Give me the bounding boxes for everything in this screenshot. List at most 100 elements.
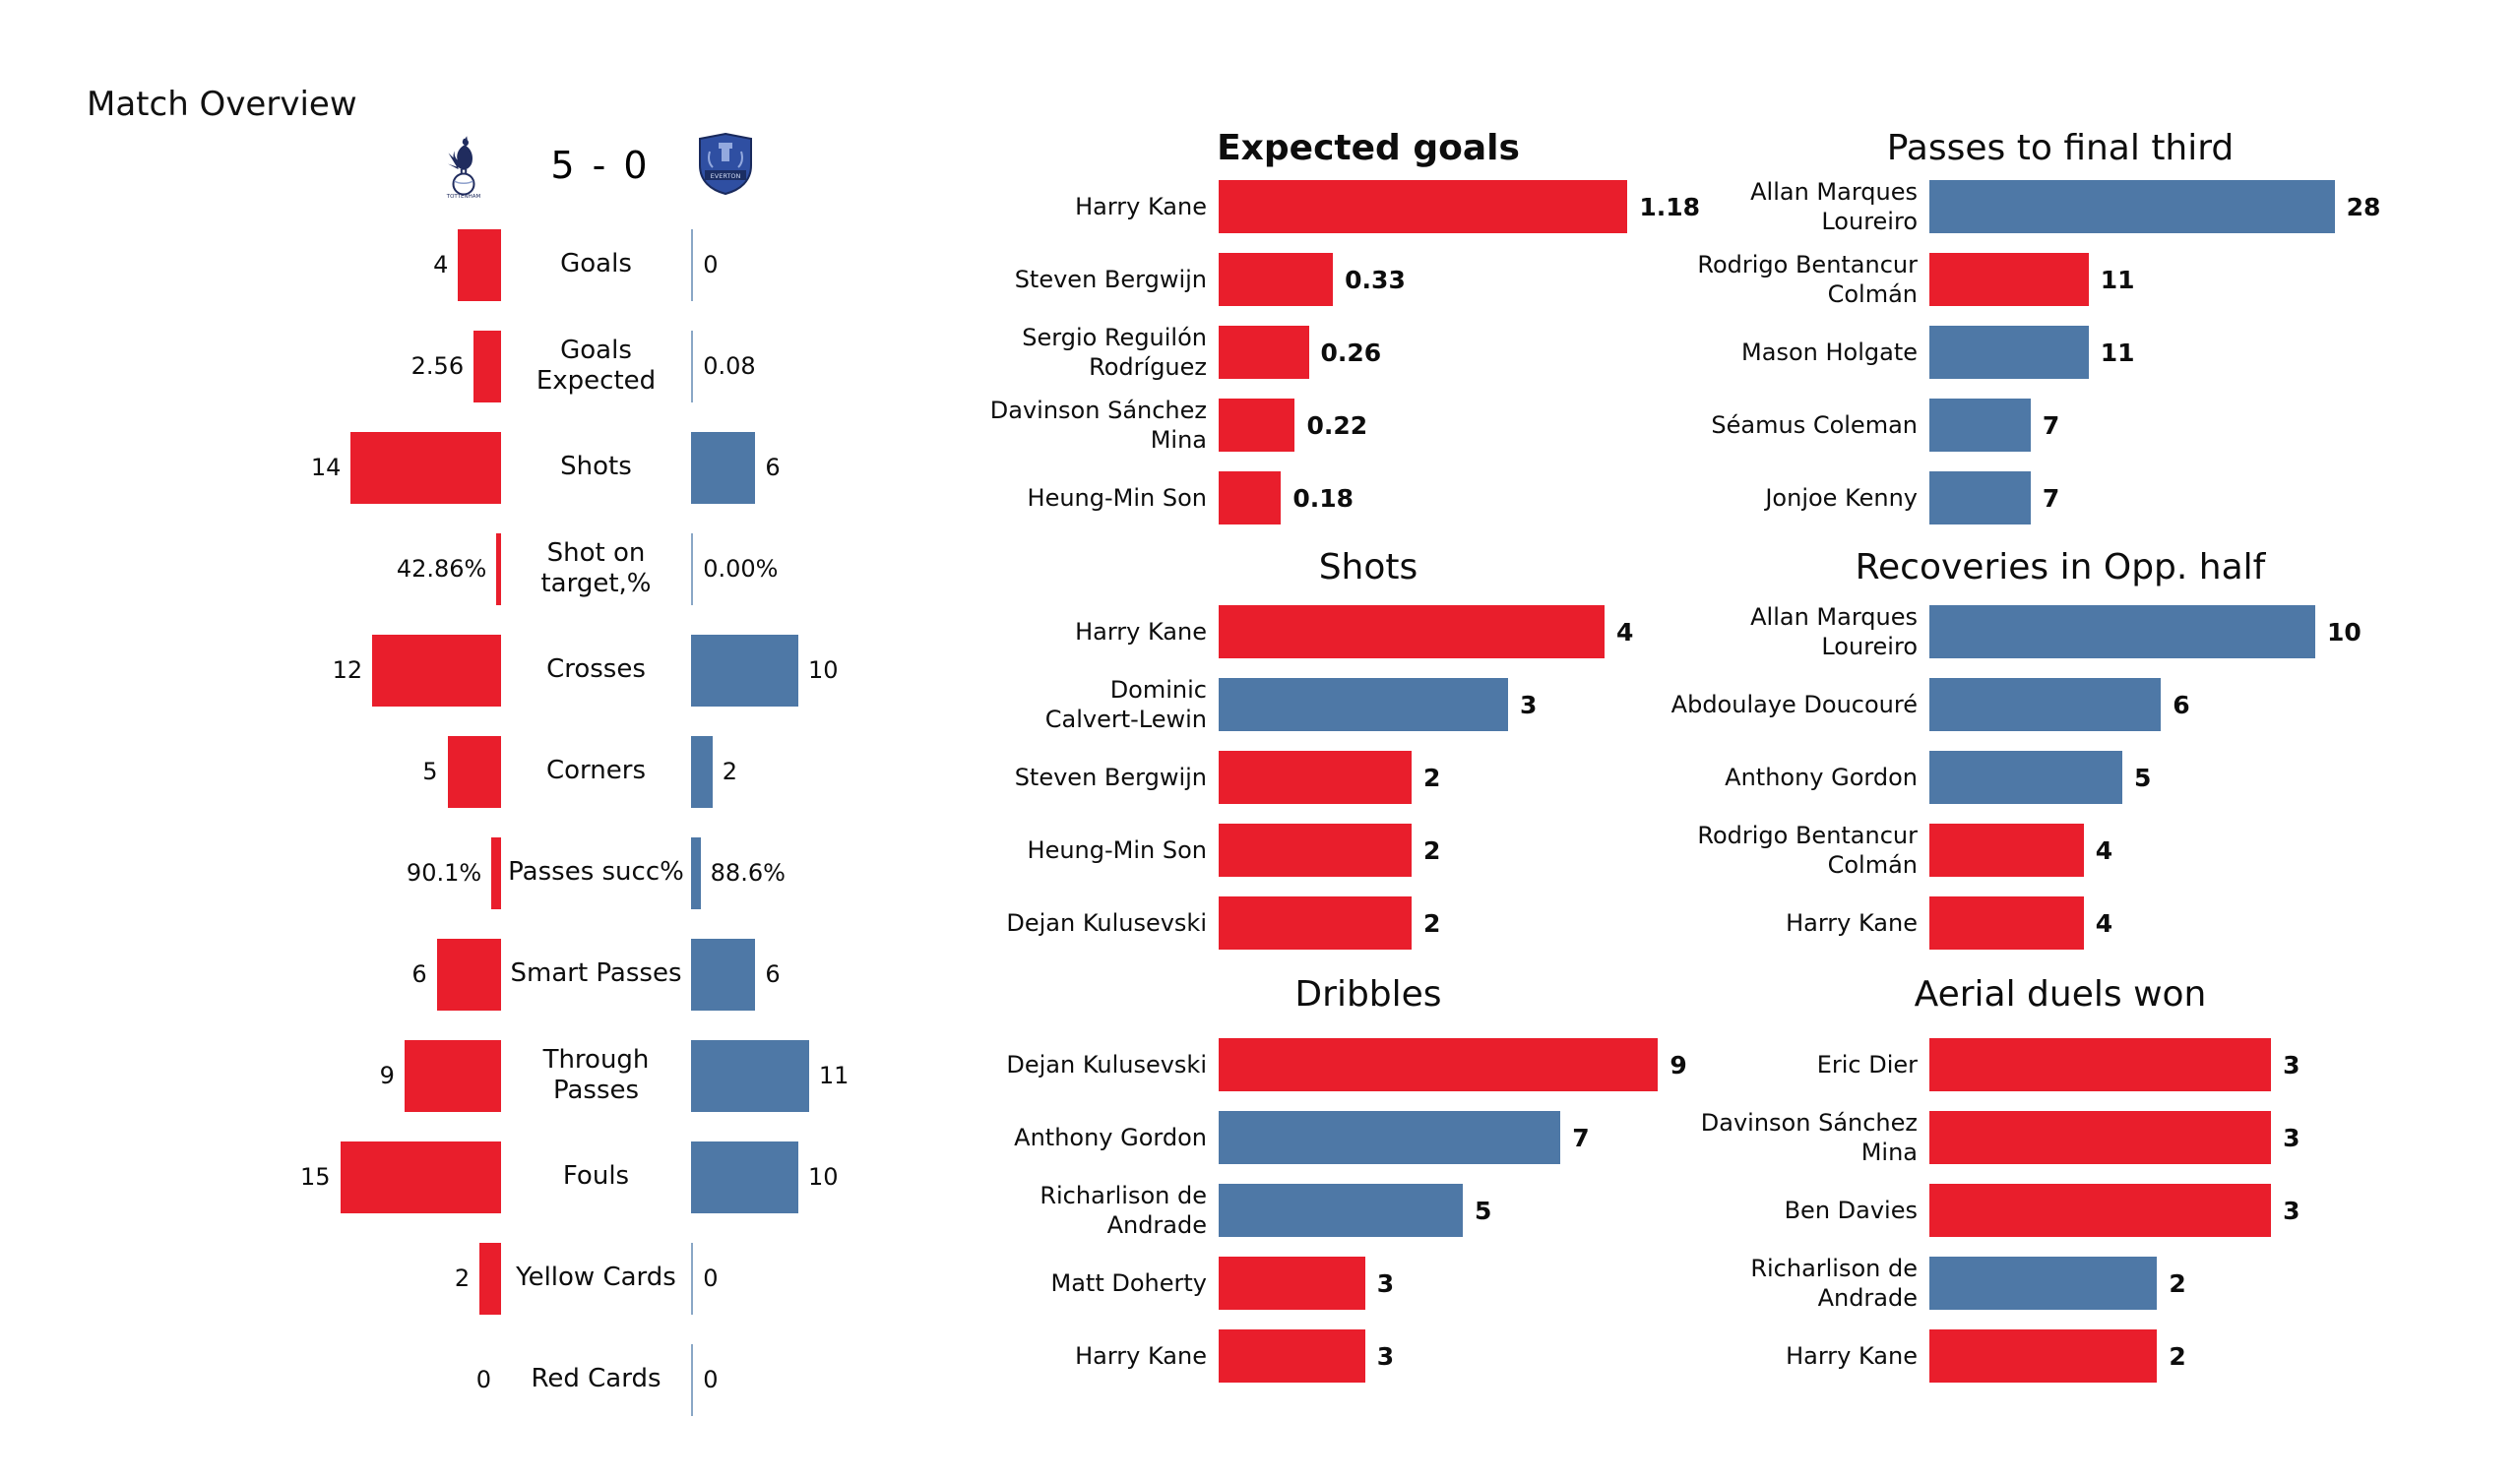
player-bar	[1929, 1184, 2272, 1237]
overview-home-bar	[447, 735, 501, 808]
overview-away-bar	[691, 634, 798, 707]
player-bar	[1219, 678, 1508, 731]
player-bar	[1929, 896, 2084, 950]
player-bar	[1219, 471, 1282, 524]
player-label: Richarlison de Andrade	[1750, 1255, 1918, 1312]
overview-home-value: 42.86%	[396, 555, 487, 583]
overview-home-bar	[473, 330, 501, 402]
player-bar	[1219, 399, 1295, 452]
player-label: Richarlison de Andrade	[1040, 1182, 1207, 1239]
overview-away-value: 6	[765, 960, 781, 988]
player-bar	[1929, 326, 2089, 379]
svg-text:EVERTON: EVERTON	[711, 172, 741, 180]
player-bar	[1219, 896, 1412, 950]
overview-away-bar	[691, 1242, 694, 1315]
player-bar	[1219, 326, 1309, 379]
player-label: Allan Marques Loureiro	[1750, 178, 1918, 235]
overview-away-bar	[691, 735, 713, 808]
player-label: Heung-Min Son	[1027, 836, 1207, 864]
overview-home-value: 0	[475, 1366, 491, 1393]
player-bar	[1929, 605, 2315, 658]
bar-value-label: 28	[2346, 192, 2381, 221]
bar-value-label: 5	[1475, 1196, 1492, 1225]
chart-title: Passes to final third	[1886, 128, 2235, 168]
bar-value-label: 3	[2283, 1123, 2300, 1152]
overview-away-value: 10	[808, 1163, 839, 1191]
overview-home-bar	[436, 938, 501, 1011]
player-label: Sergio Reguilón Rodríguez	[1022, 324, 1207, 381]
overview-away-value: 0	[703, 1264, 719, 1292]
score-text: 5 - 0	[550, 144, 651, 187]
page-title: Match Overview	[87, 85, 357, 124]
overview-stat-label: Shots	[560, 452, 632, 482]
overview-stat-label: Fouls	[562, 1161, 630, 1192]
overview-away-bar	[691, 1141, 798, 1213]
player-bar	[1219, 605, 1605, 658]
overview-home-bar	[458, 228, 501, 301]
chart-title: Aerial duels won	[1914, 974, 2207, 1015]
overview-stat-label: Shot on target,%	[540, 537, 652, 598]
bar-value-label: 2	[1423, 763, 1441, 792]
overview-home-bar	[404, 1039, 501, 1112]
player-label: Rodrigo Bentancur Colmán	[1697, 251, 1918, 308]
player-label: Séamus Coleman	[1711, 411, 1918, 439]
overview-away-bar	[691, 836, 701, 909]
player-label: Heung-Min Son	[1027, 484, 1207, 512]
player-label: Allan Marques Loureiro	[1750, 603, 1918, 660]
bar-value-label: 7	[2042, 483, 2060, 513]
player-bar	[1219, 180, 1628, 233]
overview-home-bar	[479, 1242, 501, 1315]
bar-value-label: 4	[2095, 835, 2113, 865]
player-label: Davinson Sánchez Mina	[989, 397, 1207, 454]
player-label: Harry Kane	[1075, 618, 1207, 646]
player-bar	[1929, 180, 2335, 233]
overview-home-bar	[340, 1141, 501, 1213]
player-label: Rodrigo Bentancur Colmán	[1697, 822, 1918, 879]
player-bar	[1929, 751, 2122, 804]
overview-away-bar	[691, 1039, 809, 1112]
overview-away-value: 2	[722, 758, 738, 785]
player-label: Dominic Calvert-Lewin	[1044, 676, 1207, 733]
player-bar	[1219, 1184, 1463, 1237]
player-label: Davinson Sánchez Mina	[1700, 1109, 1918, 1166]
chart-title: Shots	[1318, 547, 1418, 587]
player-bar	[1219, 253, 1334, 306]
overview-home-value: 15	[299, 1163, 331, 1191]
player-bar	[1929, 1038, 2272, 1091]
chart-title: Dribbles	[1294, 974, 1442, 1015]
player-label: Dejan Kulusevski	[1006, 1051, 1207, 1079]
player-bar	[1219, 751, 1412, 804]
overview-home-value: 14	[310, 454, 342, 481]
bar-value-label: 0.22	[1306, 410, 1368, 440]
player-label: Harry Kane	[1786, 1342, 1918, 1370]
svg-text:TOTTENHAM: TOTTENHAM	[446, 194, 481, 199]
bar-value-label: 0.26	[1320, 338, 1382, 367]
bar-value-label: 2	[2169, 1268, 2186, 1298]
overview-home-value: 2.56	[410, 352, 465, 380]
bar-value-label: 2	[1423, 835, 1441, 865]
overview-home-value: 6	[411, 960, 427, 988]
overview-stat-label: Goals Expected	[536, 335, 657, 396]
overview-stat-label: Goals	[560, 249, 632, 279]
player-label: Harry Kane	[1075, 193, 1207, 220]
bar-value-label: 0.18	[1292, 483, 1354, 513]
overview-away-value: 0	[703, 1366, 719, 1393]
player-bar	[1219, 1257, 1365, 1310]
overview-away-value: 0.08	[703, 352, 756, 380]
player-label: Abdoulaye Doucouré	[1670, 691, 1918, 718]
overview-away-value: 6	[765, 454, 781, 481]
player-bar	[1219, 1329, 1365, 1383]
overview-home-value: 2	[454, 1264, 471, 1292]
overview-stat-label: Through Passes	[542, 1044, 650, 1105]
bar-value-label: 5	[2134, 763, 2152, 792]
player-label: Dejan Kulusevski	[1006, 909, 1207, 937]
overview-home-value: 12	[332, 656, 363, 684]
bar-value-label: 3	[1376, 1341, 1395, 1371]
player-bar	[1219, 1111, 1561, 1164]
bar-value-label: 2	[2169, 1341, 2186, 1371]
player-label: Harry Kane	[1075, 1342, 1207, 1370]
overview-home-value: 4	[433, 251, 449, 278]
overview-away-bar	[691, 228, 694, 301]
overview-stat-label: Corners	[545, 756, 646, 786]
